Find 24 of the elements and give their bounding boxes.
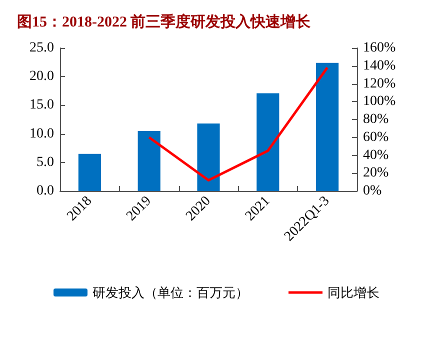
bar <box>197 124 220 191</box>
y-tick-label: 5.0 <box>36 154 54 170</box>
y2-tick-label: 0% <box>363 184 382 198</box>
bar <box>78 154 101 191</box>
chart-title: 图15：2018-2022 前三季度研发投入快速增长 <box>17 12 312 30</box>
y2-tick-label: 160% <box>363 40 396 56</box>
bar <box>138 130 160 191</box>
legend-label: 研发投入（单位：百万元） <box>92 285 248 300</box>
y2-tick-label: 40% <box>363 148 389 163</box>
y2-tick-label: 20% <box>363 166 389 181</box>
y2-tick-label: 100% <box>363 94 396 110</box>
bar <box>256 93 280 191</box>
line-series <box>148 66 329 182</box>
y-tick-label: 10.0 <box>30 126 54 142</box>
y2-tick-label: 140% <box>363 58 396 74</box>
bar <box>316 62 339 191</box>
y-tick-label: 20.0 <box>30 69 54 84</box>
y-tick-label: 25.0 <box>30 40 54 56</box>
y2-tick-label: 120% <box>363 76 396 92</box>
y-tick-label: 0.0 <box>36 184 54 198</box>
y-tick-label: 15.0 <box>30 98 54 113</box>
legend-label: 同比增长 <box>328 285 380 300</box>
y2-tick-label: 80% <box>363 112 389 127</box>
y2-tick-label: 60% <box>363 130 389 145</box>
